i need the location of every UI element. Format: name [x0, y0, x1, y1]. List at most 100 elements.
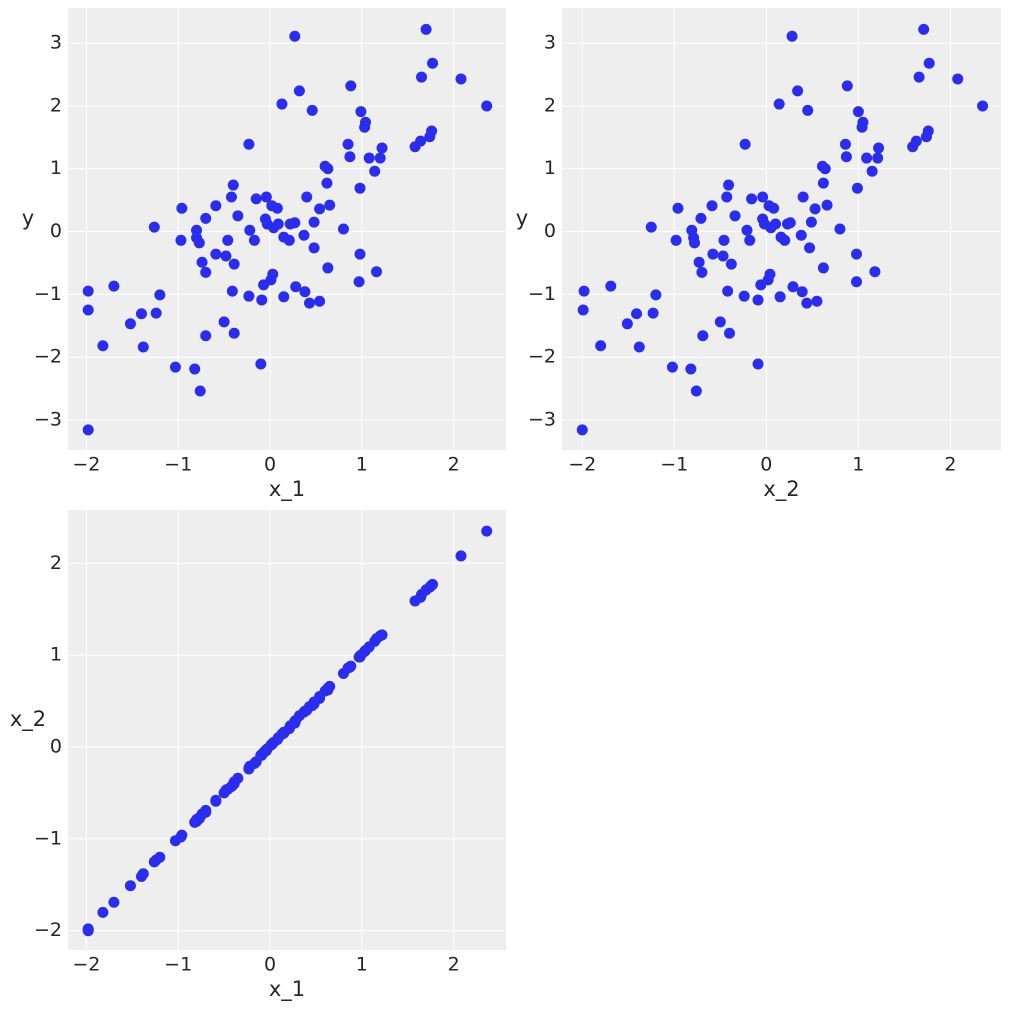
- point: [779, 234, 791, 246]
- point: [725, 258, 737, 270]
- point: [718, 234, 730, 246]
- point: [226, 285, 238, 297]
- point: [200, 804, 212, 816]
- point: [220, 250, 232, 262]
- y-tick-label: 2: [50, 552, 62, 574]
- point: [322, 163, 334, 175]
- x-tick-label: 0: [760, 454, 772, 476]
- point: [97, 906, 109, 918]
- point: [817, 262, 829, 274]
- point: [353, 276, 365, 288]
- point: [210, 794, 222, 806]
- point: [839, 138, 851, 150]
- point: [866, 165, 878, 177]
- point: [369, 165, 381, 177]
- x-tick-label: 2: [448, 454, 460, 476]
- point: [321, 177, 333, 189]
- point: [795, 229, 807, 241]
- point: [977, 100, 989, 112]
- y-tick-label: −1: [528, 283, 556, 305]
- y-tick-label: −2: [34, 346, 62, 368]
- point: [706, 200, 718, 212]
- point: [809, 203, 821, 215]
- point: [922, 125, 934, 137]
- point: [923, 57, 935, 69]
- point: [232, 772, 244, 784]
- point: [232, 210, 244, 222]
- x-axis-label: x_1: [269, 977, 305, 1002]
- point: [647, 307, 659, 319]
- y-tick-label: 2: [50, 94, 62, 116]
- point: [124, 880, 136, 892]
- point: [354, 182, 366, 194]
- x-tick-label: 1: [356, 954, 368, 976]
- point: [738, 290, 750, 302]
- point: [271, 202, 283, 214]
- point: [322, 262, 334, 274]
- point: [804, 242, 816, 254]
- point: [256, 294, 268, 306]
- y-axis-label: y: [22, 206, 34, 230]
- point: [267, 268, 279, 280]
- point: [752, 294, 764, 306]
- point: [210, 200, 222, 212]
- y-tick-label: 0: [50, 220, 62, 242]
- point: [355, 106, 367, 118]
- point: [427, 57, 439, 69]
- point: [717, 250, 729, 262]
- point: [416, 71, 428, 83]
- x-tick-label: 1: [852, 454, 864, 476]
- point: [724, 327, 736, 339]
- point: [752, 358, 764, 370]
- point: [426, 125, 438, 137]
- point: [82, 285, 94, 297]
- point: [577, 304, 589, 316]
- point: [861, 152, 873, 164]
- y-tick-label: 0: [544, 220, 556, 242]
- point: [194, 385, 206, 397]
- point: [773, 98, 785, 110]
- point: [721, 191, 733, 203]
- point: [851, 182, 863, 194]
- point: [455, 550, 467, 562]
- point: [314, 203, 326, 215]
- point: [952, 73, 964, 85]
- point: [851, 248, 863, 260]
- point: [344, 151, 356, 163]
- point: [200, 212, 212, 224]
- point: [169, 361, 181, 373]
- point: [189, 363, 201, 375]
- point: [420, 23, 432, 35]
- x-tick-label: 0: [264, 954, 276, 976]
- x-tick-label: −1: [164, 954, 192, 976]
- point: [227, 179, 239, 191]
- point: [278, 291, 290, 303]
- point: [857, 116, 869, 128]
- x-tick-label: 2: [448, 954, 460, 976]
- point: [801, 297, 813, 309]
- point: [578, 285, 590, 297]
- point: [324, 680, 336, 692]
- point: [283, 234, 295, 246]
- point: [696, 266, 708, 278]
- y-tick-label: −3: [34, 408, 62, 430]
- point: [670, 234, 682, 246]
- point: [697, 330, 709, 342]
- point: [200, 266, 212, 278]
- y-tick-label: −2: [528, 346, 556, 368]
- point: [746, 193, 758, 205]
- point: [248, 234, 260, 246]
- point: [345, 660, 357, 672]
- y-tick-label: 1: [50, 644, 62, 666]
- point: [308, 216, 320, 228]
- point: [852, 106, 864, 118]
- x-axis-label: x_1: [269, 477, 305, 502]
- point: [150, 307, 162, 319]
- point: [739, 138, 751, 150]
- x-tick-label: −2: [568, 454, 596, 476]
- point: [306, 104, 318, 116]
- point: [672, 202, 684, 214]
- point: [851, 276, 863, 288]
- plot-area: [562, 8, 1001, 450]
- point: [176, 202, 188, 214]
